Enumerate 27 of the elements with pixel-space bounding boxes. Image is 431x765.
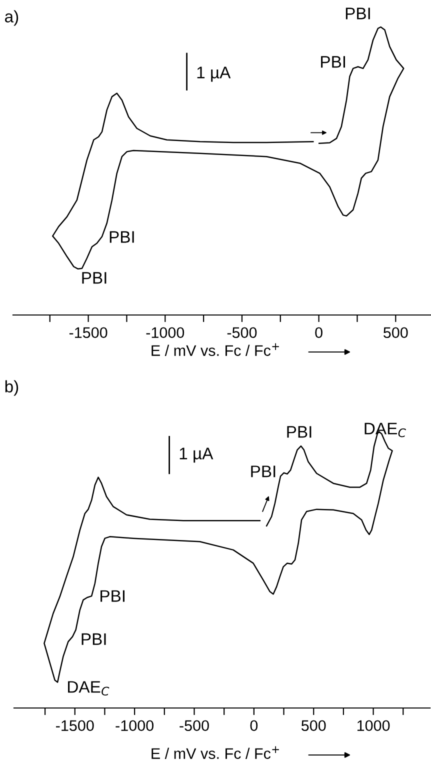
- x-tick-label: -500: [180, 720, 209, 732]
- x-tick-label: 500: [384, 327, 408, 338]
- x-tick-label: 500: [301, 720, 326, 732]
- annotation: 1 µA: [180, 448, 214, 463]
- x-tick-label: -1000: [116, 720, 154, 732]
- annotation: PBI: [110, 231, 134, 243]
- annotation: PBI: [82, 272, 106, 284]
- x-tick-label: -1500: [56, 720, 94, 732]
- chart-title: a): [5, 10, 18, 26]
- x-axis-title: E / mV vs. Fc / Fc$^{+}$: [152, 746, 279, 759]
- annotation: PBI: [100, 590, 124, 602]
- x-tick-label: 0: [250, 720, 258, 732]
- annotation: DAE$_{C}$: [364, 422, 406, 438]
- annotation: PBI: [82, 633, 106, 645]
- x-tick-label: -500: [227, 327, 257, 338]
- x-tick-label: -1000: [146, 327, 184, 338]
- annotation: 1 µA: [197, 66, 231, 82]
- x-tick-label: 0: [315, 327, 322, 338]
- x-tick-label: -1500: [69, 327, 108, 338]
- chart-title: b): [5, 380, 18, 396]
- annotation: PBI: [321, 56, 346, 68]
- x-tick-label: 1000: [357, 720, 390, 732]
- x-axis-title: E / mV vs. Fc / Fc$^{+}$: [152, 343, 279, 356]
- annotation: DAE$_{C}$: [68, 681, 110, 696]
- annotation: PBI: [287, 426, 312, 438]
- annotation: PBI: [251, 466, 276, 478]
- text: PBI: [346, 8, 370, 20]
